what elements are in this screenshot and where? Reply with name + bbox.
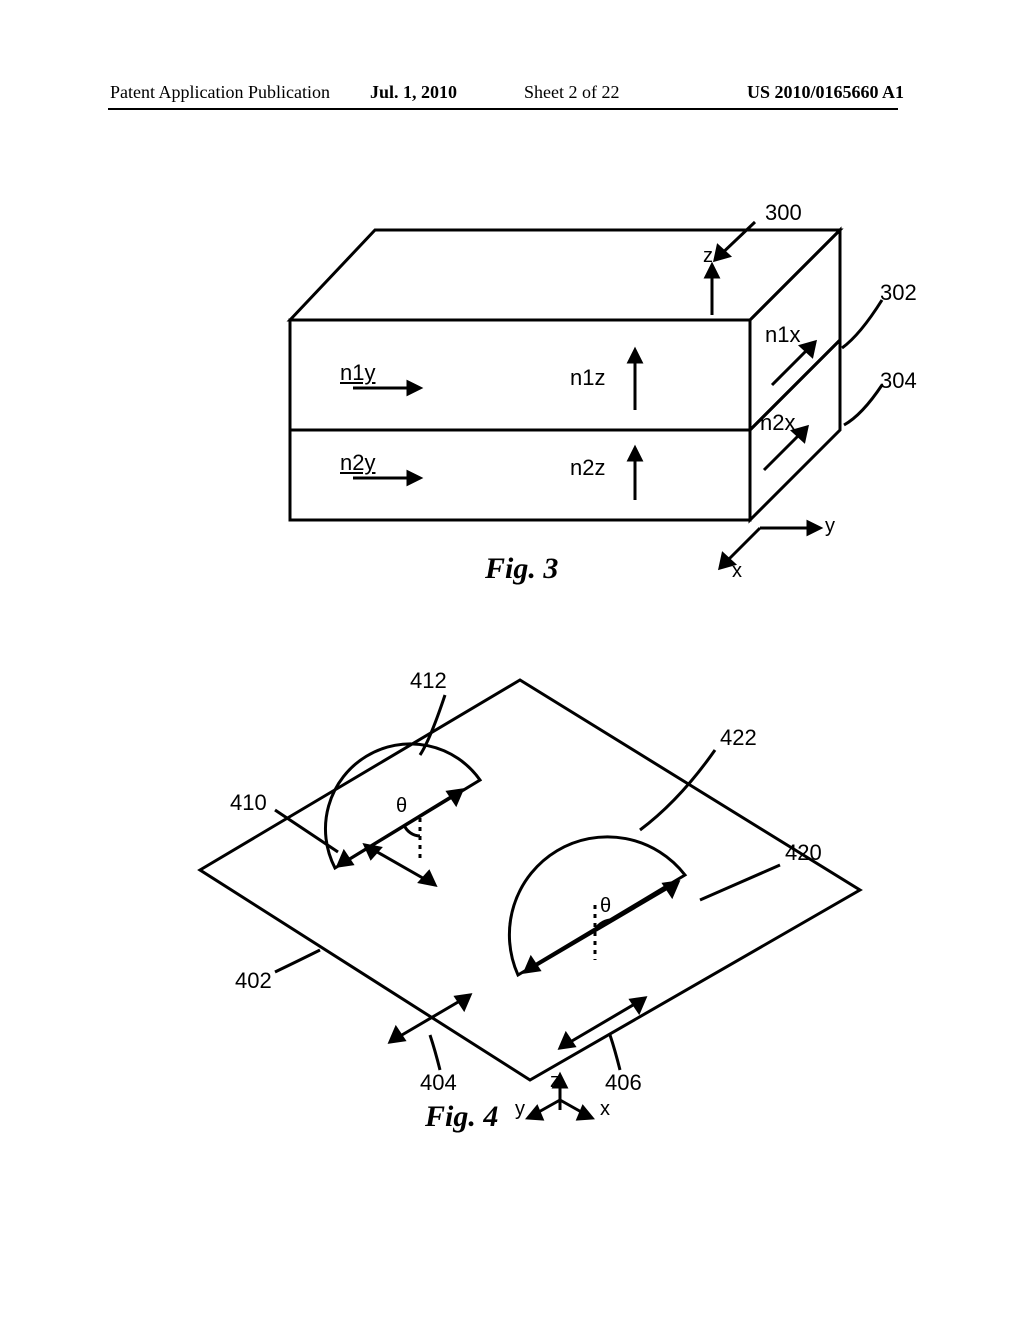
- header-rule: [108, 108, 898, 110]
- fig4-theta1: θ: [396, 795, 407, 818]
- fig3-ref300: 300: [765, 200, 802, 226]
- page-header: Patent Application Publication Jul. 1, 2…: [0, 82, 1024, 106]
- fig3-n1y: n1y: [340, 360, 375, 386]
- fig4-axis-z: z: [550, 1070, 560, 1093]
- fig3-ref304: 304: [880, 368, 917, 394]
- header-pubno: US 2010/0165660 A1: [747, 82, 904, 103]
- fig4-theta2: θ: [600, 895, 611, 918]
- fig3-ref302: 302: [880, 280, 917, 306]
- header-sheet: Sheet 2 of 22: [524, 82, 619, 103]
- fig4-caption: Fig. 4: [425, 1100, 498, 1134]
- fig4-ref406: 406: [605, 1070, 642, 1096]
- header-date: Jul. 1, 2010: [370, 82, 457, 103]
- figure-area: n1y n1z n2y n2z n1x n2x 300 302 304 z y …: [100, 150, 924, 1250]
- fig3-n2y: n2y: [340, 450, 375, 476]
- header-left: Patent Application Publication: [110, 82, 330, 103]
- fig3-axis-z: z: [703, 245, 713, 268]
- fig3-n2z: n2z: [570, 455, 605, 481]
- fig3-axis-x: x: [732, 560, 742, 583]
- fig4-ref410: 410: [230, 790, 267, 816]
- fig4-ref412: 412: [410, 668, 447, 694]
- fig4-ref404: 404: [420, 1070, 457, 1096]
- fig4-axis-x: x: [600, 1098, 610, 1121]
- fig4-ref422: 422: [720, 725, 757, 751]
- fig4-svg: [140, 650, 920, 1130]
- fig3-caption: Fig. 3: [485, 552, 558, 586]
- fig3-axis-y: y: [825, 515, 835, 538]
- fig3-n1x: n1x: [765, 322, 800, 348]
- fig3-svg: [160, 170, 920, 610]
- fig4-ref402: 402: [235, 968, 272, 994]
- fig4-axis-y: y: [515, 1098, 525, 1121]
- fig3-n2x: n2x: [760, 410, 795, 436]
- fig3-n1z: n1z: [570, 365, 605, 391]
- fig4-ref420: 420: [785, 840, 822, 866]
